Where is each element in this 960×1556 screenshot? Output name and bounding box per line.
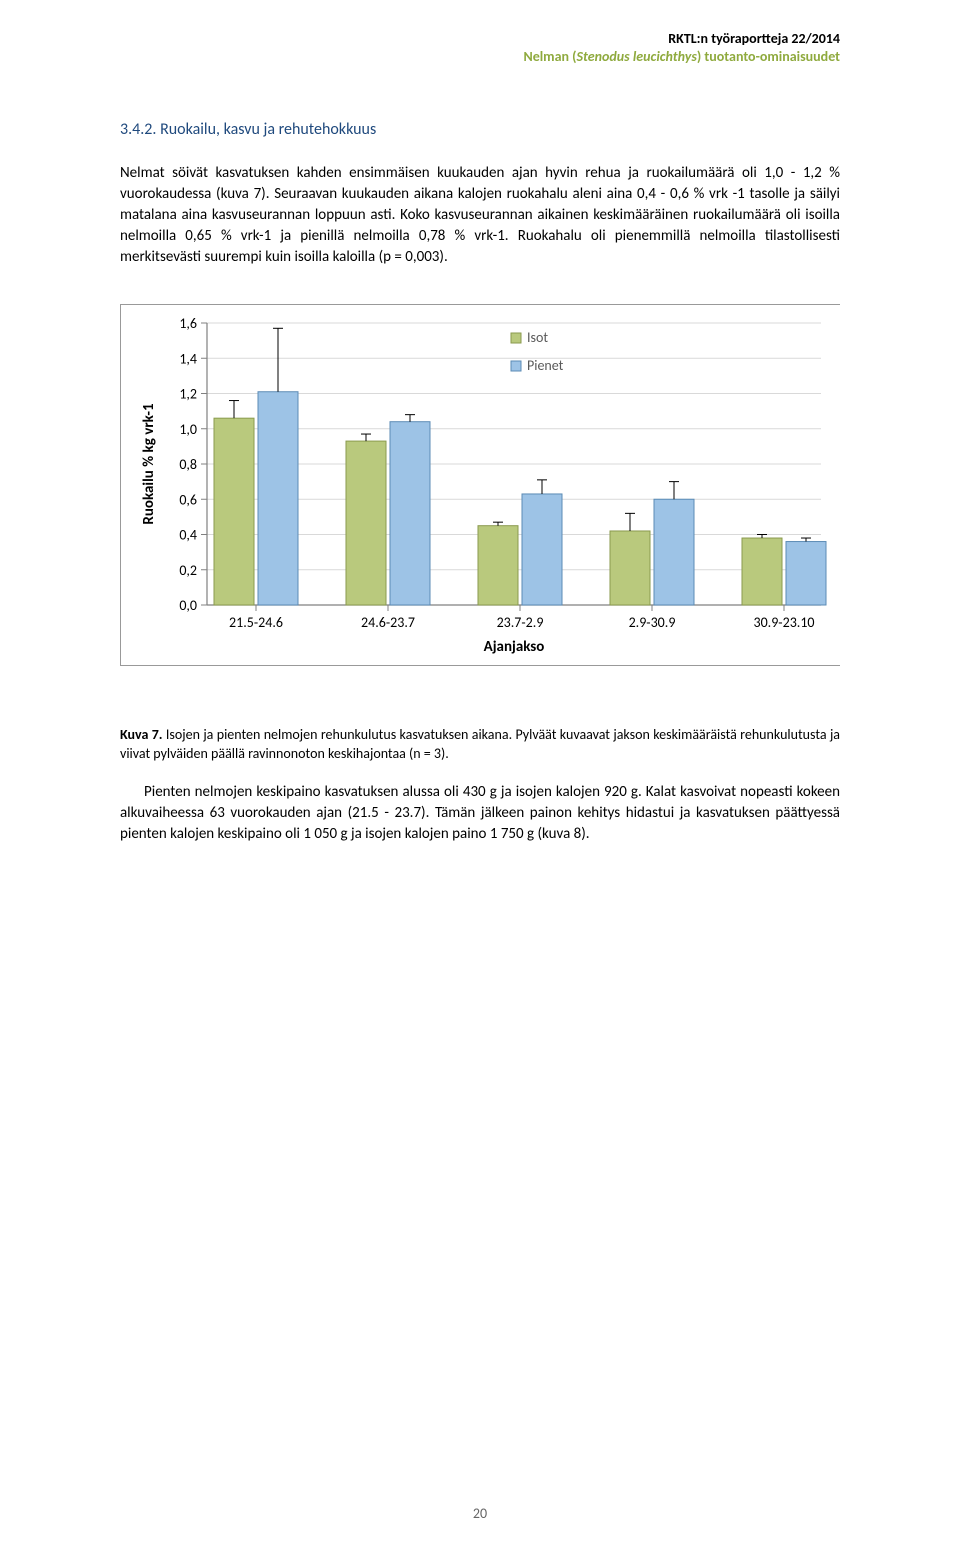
- svg-text:1,6: 1,6: [179, 315, 197, 332]
- svg-text:1,4: 1,4: [179, 350, 197, 367]
- header-line1: RKTL:n työraportteja 22/2014: [523, 30, 840, 48]
- section-heading: 3.4.2. Ruokailu, kasvu ja rehutehokkuus: [120, 120, 840, 139]
- header-line2: Nelman (Stenodus leucichthys) tuotanto-o…: [523, 48, 840, 66]
- caption-bold: Kuva 7.: [120, 726, 163, 743]
- svg-text:Pienet: Pienet: [527, 357, 564, 374]
- header-line2-suffix: ) tuotanto-ominaisuudet: [697, 48, 840, 65]
- svg-text:21.5-24.6: 21.5-24.6: [229, 614, 283, 631]
- svg-text:0,0: 0,0: [179, 597, 197, 614]
- page-number: 20: [0, 1505, 960, 1522]
- svg-text:2.9-30.9: 2.9-30.9: [629, 614, 676, 631]
- svg-text:0,6: 0,6: [179, 491, 197, 508]
- bar-chart: 0,0 0,2 0,4 0,6 0,8 1,0 1,2 1,4 1,6 21.5-24.6 24.6…: [121, 305, 841, 665]
- caption-text: Isojen ja pienten nelmojen rehunkulutus …: [120, 726, 840, 762]
- svg-text:24.6-23.7: 24.6-23.7: [361, 614, 415, 631]
- svg-text:Ajanjakso: Ajanjakso: [484, 638, 545, 656]
- header-line2-prefix: Nelman (: [523, 48, 576, 65]
- header-species: Stenodus leucichthys: [577, 48, 697, 65]
- svg-text:Isot: Isot: [527, 329, 548, 346]
- svg-text:23.7-2.9: 23.7-2.9: [497, 614, 544, 631]
- paragraph-1: Nelmat söivät kasvatuksen kahden ensimmä…: [120, 163, 840, 268]
- figure-caption: Kuva 7. Isojen ja pienten nelmojen rehun…: [120, 726, 840, 764]
- svg-text:30.9-23.10: 30.9-23.10: [753, 614, 814, 631]
- svg-text:Ruokailu % kg vrk-1: Ruokailu % kg vrk-1: [140, 403, 158, 525]
- chart-container: 0,0 0,2 0,4 0,6 0,8 1,0 1,2 1,4 1,6 21.5-24.6 24.6…: [120, 304, 840, 666]
- svg-text:0,8: 0,8: [179, 456, 197, 473]
- svg-text:0,4: 0,4: [179, 527, 197, 544]
- svg-text:1,2: 1,2: [179, 386, 197, 403]
- paragraph-2: Pienten nelmojen keskipaino kasvatuksen …: [120, 782, 840, 845]
- page-header: RKTL:n työraportteja 22/2014 Nelman (Ste…: [523, 30, 840, 66]
- svg-text:1,0: 1,0: [179, 421, 197, 438]
- svg-text:0,2: 0,2: [179, 562, 197, 579]
